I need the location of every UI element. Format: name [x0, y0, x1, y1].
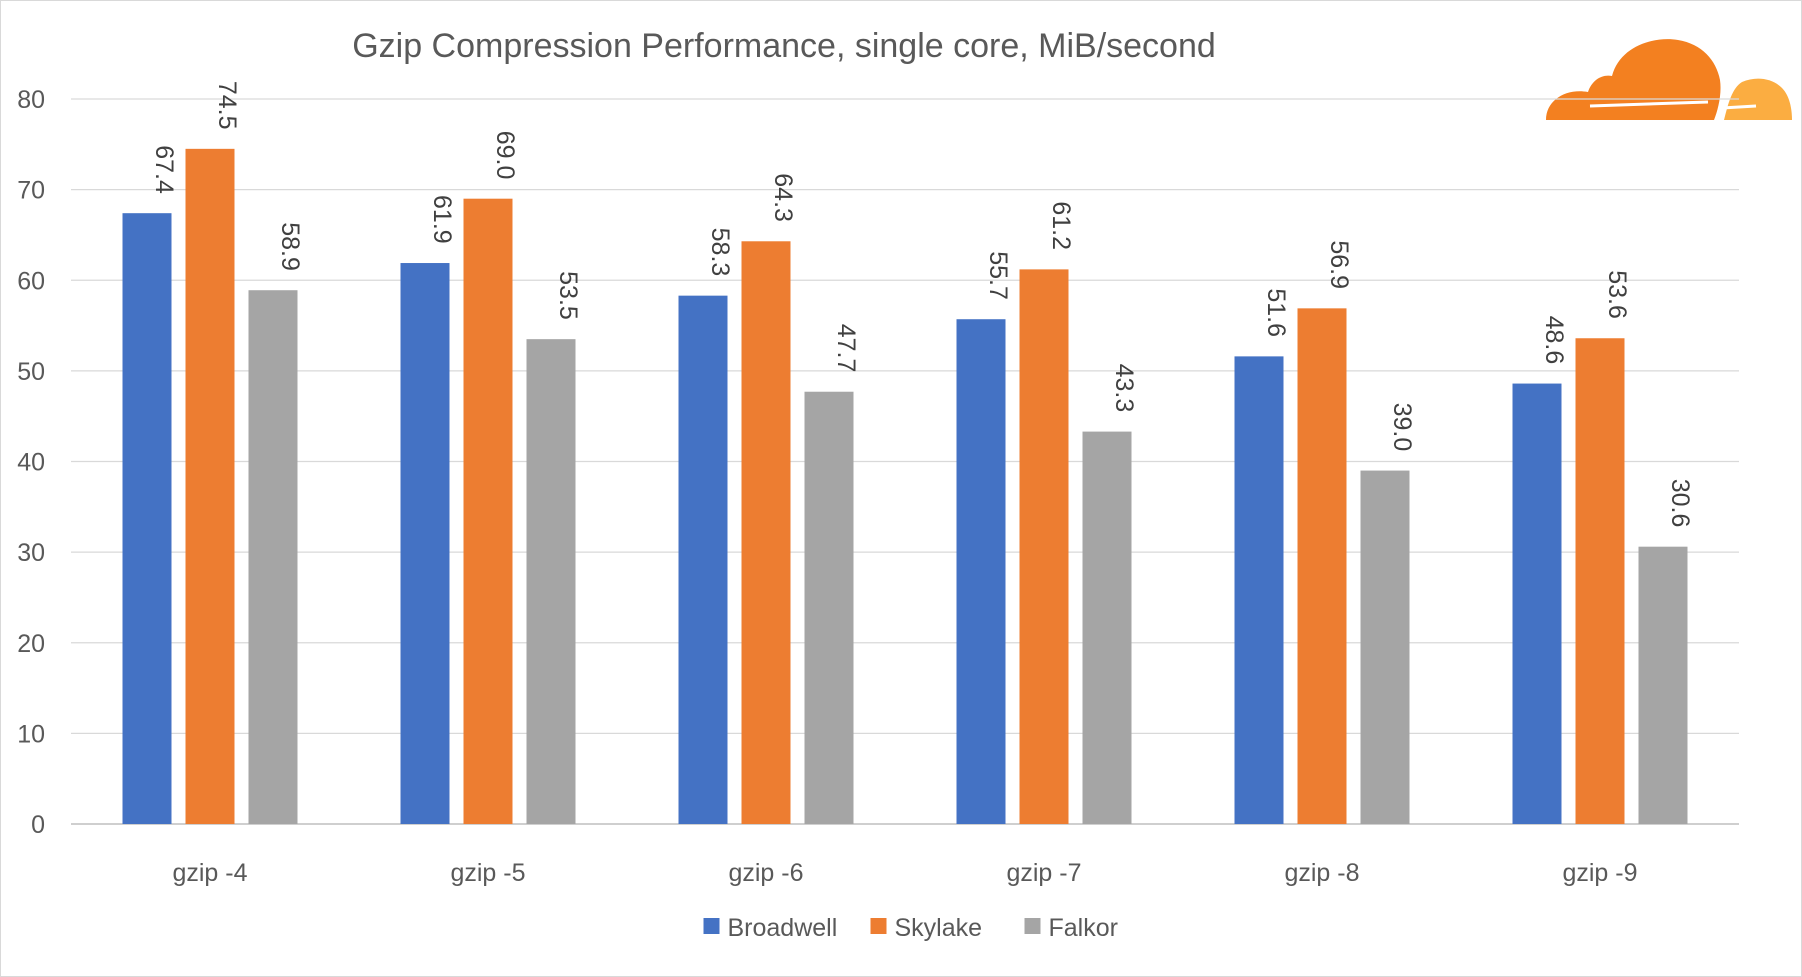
data-labels: 67.4 74.5 58.9 61.9 69.0 53.5 58.3 64.3 47.7 55.7…	[150, 81, 1694, 528]
legend-swatch-broadwell	[703, 918, 720, 934]
legend-swatch-falkor	[1024, 918, 1041, 934]
x-tick-label: gzip -9	[1562, 859, 1637, 887]
x-tick-label: gzip -5	[450, 859, 525, 887]
data-label: 67.4	[150, 145, 178, 194]
data-label: 30.6	[1666, 479, 1694, 528]
x-tick-label: gzip -4	[172, 859, 247, 887]
y-tick-label: 20	[17, 630, 45, 658]
bar-broadwell-2	[400, 263, 450, 824]
data-label: 64.3	[769, 173, 797, 222]
legend-label-broadwell: Broadwell	[728, 914, 838, 942]
y-axis: 0 10 20 30 40 50 60 70 80	[17, 86, 45, 839]
data-label: 58.9	[276, 222, 304, 271]
bar-broadwell-5	[1234, 356, 1284, 824]
data-label: 47.7	[832, 324, 860, 373]
y-tick-label: 80	[17, 86, 45, 114]
x-tick-label: gzip -8	[1284, 859, 1359, 887]
bar-falkor-5	[1360, 470, 1410, 824]
legend: Broadwell Skylake Falkor	[703, 914, 1118, 942]
bar-skylake-6	[1575, 338, 1625, 824]
y-tick-label: 30	[17, 539, 45, 567]
y-tick-label: 60	[17, 267, 45, 295]
legend-swatch-skylake	[870, 918, 887, 934]
cloudflare-cloud-icon	[1546, 39, 1792, 120]
bar-broadwell-4	[956, 319, 1006, 824]
y-tick-label: 50	[17, 358, 45, 386]
data-label: 53.6	[1603, 270, 1631, 319]
y-tick-label: 40	[17, 449, 45, 477]
data-label: 74.5	[213, 81, 241, 130]
data-label: 55.7	[984, 251, 1012, 300]
bar-skylake-4	[1019, 269, 1069, 824]
bar-skylake-2	[463, 198, 513, 824]
gridlines	[71, 98, 1739, 825]
data-label: 51.6	[1262, 288, 1290, 337]
data-label: 56.9	[1325, 240, 1353, 289]
x-axis: gzip -4 gzip -5 gzip -6 gzip -7 gzip -8 gzip …	[172, 859, 1637, 887]
bar-broadwell-6	[1512, 383, 1562, 824]
bar-falkor-1	[248, 290, 298, 824]
y-tick-label: 10	[17, 720, 45, 748]
bar-broadwell-3	[678, 295, 728, 824]
bar-falkor-6	[1638, 546, 1688, 824]
data-label: 61.2	[1047, 201, 1075, 250]
data-label: 53.5	[554, 271, 582, 320]
bar-skylake-1	[185, 148, 235, 824]
legend-label-falkor: Falkor	[1049, 914, 1118, 942]
data-label: 48.6	[1540, 316, 1568, 365]
data-label: 43.3	[1110, 364, 1138, 413]
data-label: 58.3	[706, 228, 734, 277]
bar-skylake-3	[741, 241, 791, 824]
bar-falkor-4	[1082, 431, 1132, 824]
data-label: 61.9	[428, 195, 456, 244]
data-label: 69.0	[491, 131, 519, 180]
bar-skylake-5	[1297, 308, 1347, 824]
x-tick-label: gzip -7	[1006, 859, 1081, 887]
y-tick-label: 70	[17, 177, 45, 205]
bars	[122, 148, 1688, 824]
y-tick-label: 0	[31, 811, 45, 839]
bar-falkor-3	[804, 391, 854, 824]
chart-title: Gzip Compression Performance, single cor…	[352, 27, 1216, 65]
legend-label-skylake: Skylake	[895, 914, 983, 942]
data-label: 39.0	[1388, 403, 1416, 452]
x-tick-label: gzip -6	[728, 859, 803, 887]
bar-falkor-2	[526, 339, 576, 824]
bar-broadwell-1	[122, 213, 172, 824]
